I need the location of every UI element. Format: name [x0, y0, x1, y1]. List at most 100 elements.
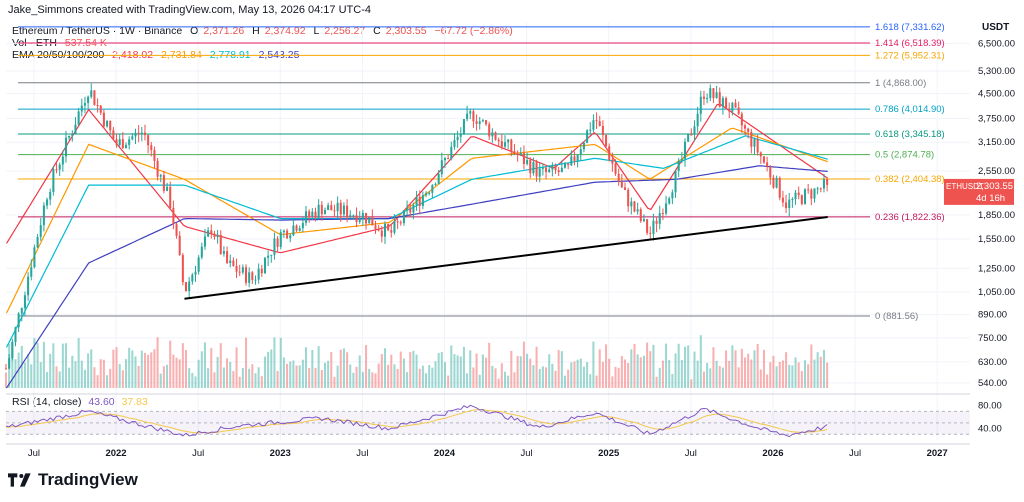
- candle-body: [115, 139, 118, 145]
- candle-body: [169, 186, 172, 208]
- volume-bar: [320, 369, 323, 388]
- candle-body: [311, 211, 314, 217]
- volume-bar: [20, 345, 23, 388]
- volume-bar: [595, 375, 598, 388]
- tradingview-logo-icon: [8, 473, 31, 487]
- volume-bar: [822, 349, 825, 388]
- tradingview-logo[interactable]: TradingView: [8, 470, 138, 490]
- candle-body: [49, 191, 52, 200]
- x-tick-label: Jul: [356, 448, 368, 459]
- candle-body: [579, 149, 582, 155]
- volume-bar: [450, 345, 453, 388]
- volume-bar: [614, 366, 617, 388]
- volume-bar: [453, 354, 456, 388]
- volume-bar: [554, 370, 557, 388]
- candle-body: [314, 211, 317, 218]
- volume-bar: [194, 376, 197, 388]
- volume-bar: [421, 365, 424, 388]
- volume-bar: [753, 350, 756, 388]
- candle-body: [159, 175, 162, 177]
- candle-body: [106, 121, 109, 127]
- y-tick-label: 2,550.00: [978, 166, 1015, 177]
- volume-bar: [747, 353, 750, 388]
- candle-body: [409, 208, 412, 213]
- volume-bar: [661, 360, 664, 388]
- candle-body: [582, 142, 585, 150]
- volume-bar: [121, 370, 124, 388]
- candle-body: [541, 167, 544, 169]
- candle-body: [124, 144, 128, 149]
- candle-body: [68, 135, 71, 138]
- attribution: Jake_Simmons created with TradingView.co…: [8, 4, 371, 16]
- candle-body: [785, 202, 788, 209]
- candle-body: [418, 196, 421, 206]
- rsi-lines: [5, 404, 828, 438]
- x-tick-label: Jul: [521, 448, 533, 459]
- volume-bar: [346, 352, 349, 388]
- symbol-legend[interactable]: Ethereum / TetherUS · 1W · Binance O 2,37…: [12, 25, 518, 37]
- volume-bar: [342, 348, 345, 388]
- volume-bar: [428, 365, 431, 388]
- volume-bar: [655, 376, 658, 388]
- volume-bar: [317, 346, 320, 388]
- volume-bar: [646, 342, 649, 388]
- volume-bar: [807, 364, 810, 388]
- fib-label: 0 (881.56): [875, 311, 918, 322]
- candle-body: [696, 113, 699, 127]
- candle-body: [118, 139, 121, 145]
- candle-body: [614, 163, 617, 174]
- candle-body: [355, 215, 358, 222]
- volume-bar: [87, 353, 90, 388]
- volume-bar: [109, 368, 112, 388]
- volume-bar: [248, 368, 251, 388]
- candle-body: [772, 177, 775, 188]
- x-axis: Jul 2022 Jul 2023 Jul 2024 Jul 2025 Jul 2026 Jul 20…: [28, 448, 948, 459]
- volume-bar: [23, 362, 26, 388]
- volume-bar: [58, 371, 61, 388]
- volume-bar: [617, 367, 620, 388]
- volume-bar: [513, 372, 516, 388]
- volume-bar: [241, 367, 244, 388]
- volume-bar: [191, 372, 194, 388]
- volume-bar: [178, 359, 181, 388]
- candle-body: [412, 205, 415, 213]
- high-value: H 2,374.92: [252, 25, 306, 37]
- volume-bar: [137, 365, 140, 388]
- candle-body: [346, 205, 349, 218]
- rsi-line: [5, 404, 828, 438]
- volume-bar: [267, 351, 270, 388]
- volume-bar: [680, 360, 683, 388]
- volume-bar: [592, 341, 595, 388]
- volume-bar: [213, 372, 216, 388]
- candle-body: [377, 228, 380, 231]
- volume-bar: [336, 365, 339, 388]
- volume-bar: [529, 358, 532, 388]
- volume-bar: [557, 350, 560, 388]
- rsi-tick-label: 40.00: [978, 424, 1002, 435]
- rsi-label: RSI (14, close): [12, 396, 82, 408]
- volume-bar: [507, 375, 510, 388]
- candle-body: [273, 238, 276, 255]
- trendline: [184, 216, 828, 300]
- y-tick-label: 3,150.00: [978, 137, 1015, 148]
- volume-bar: [472, 367, 475, 388]
- volume-bar: [425, 373, 428, 388]
- candle-body: [52, 169, 55, 192]
- volume-bar: [437, 353, 440, 388]
- candle-body: [665, 203, 668, 214]
- candle-body: [140, 132, 143, 135]
- volume-bar: [409, 351, 412, 388]
- volume-bar: [153, 349, 156, 388]
- candle-body: [781, 197, 784, 203]
- rsi-legend[interactable]: RSI (14, close) 43.60 37.83: [12, 396, 152, 408]
- volume-bar: [147, 354, 150, 388]
- candle-body: [415, 196, 418, 206]
- volume-bar: [49, 353, 52, 388]
- candle-body: [646, 219, 649, 233]
- volume-bar: [162, 366, 165, 388]
- candle-body: [358, 218, 361, 222]
- candle-body: [807, 189, 810, 191]
- candle-body: [589, 129, 592, 131]
- volume-bar: [304, 347, 308, 388]
